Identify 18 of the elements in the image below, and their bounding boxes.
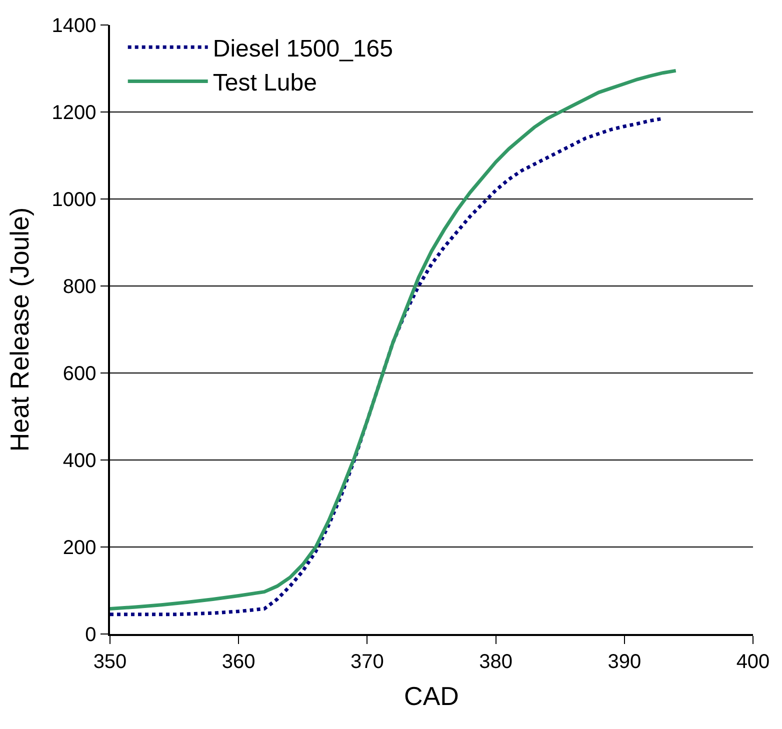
x-tick-label: 370 xyxy=(350,650,384,673)
x-tick-label: 400 xyxy=(736,650,770,673)
x-tick-label: 350 xyxy=(93,650,127,673)
y-tick-label: 600 xyxy=(62,363,96,385)
legend-label: Test Lube xyxy=(212,70,317,97)
x-tick-label: 360 xyxy=(222,650,256,673)
legend-label: Diesel 1500_165 xyxy=(212,35,393,62)
y-axis-title: Heat Release (Joule) xyxy=(4,207,35,452)
x-axis-title: CAD xyxy=(404,680,459,711)
x-tick-label: 380 xyxy=(479,650,512,673)
y-tick-label: 1000 xyxy=(52,189,96,211)
y-tick-label: 1400 xyxy=(52,15,96,37)
y-tick-label: 200 xyxy=(62,537,96,559)
y-tick-label: 800 xyxy=(62,276,96,298)
x-tick-label: 390 xyxy=(608,650,642,673)
y-tick-label: 400 xyxy=(62,450,96,472)
y-tick-label: 1200 xyxy=(52,102,96,124)
y-tick-label: 0 xyxy=(85,624,96,646)
